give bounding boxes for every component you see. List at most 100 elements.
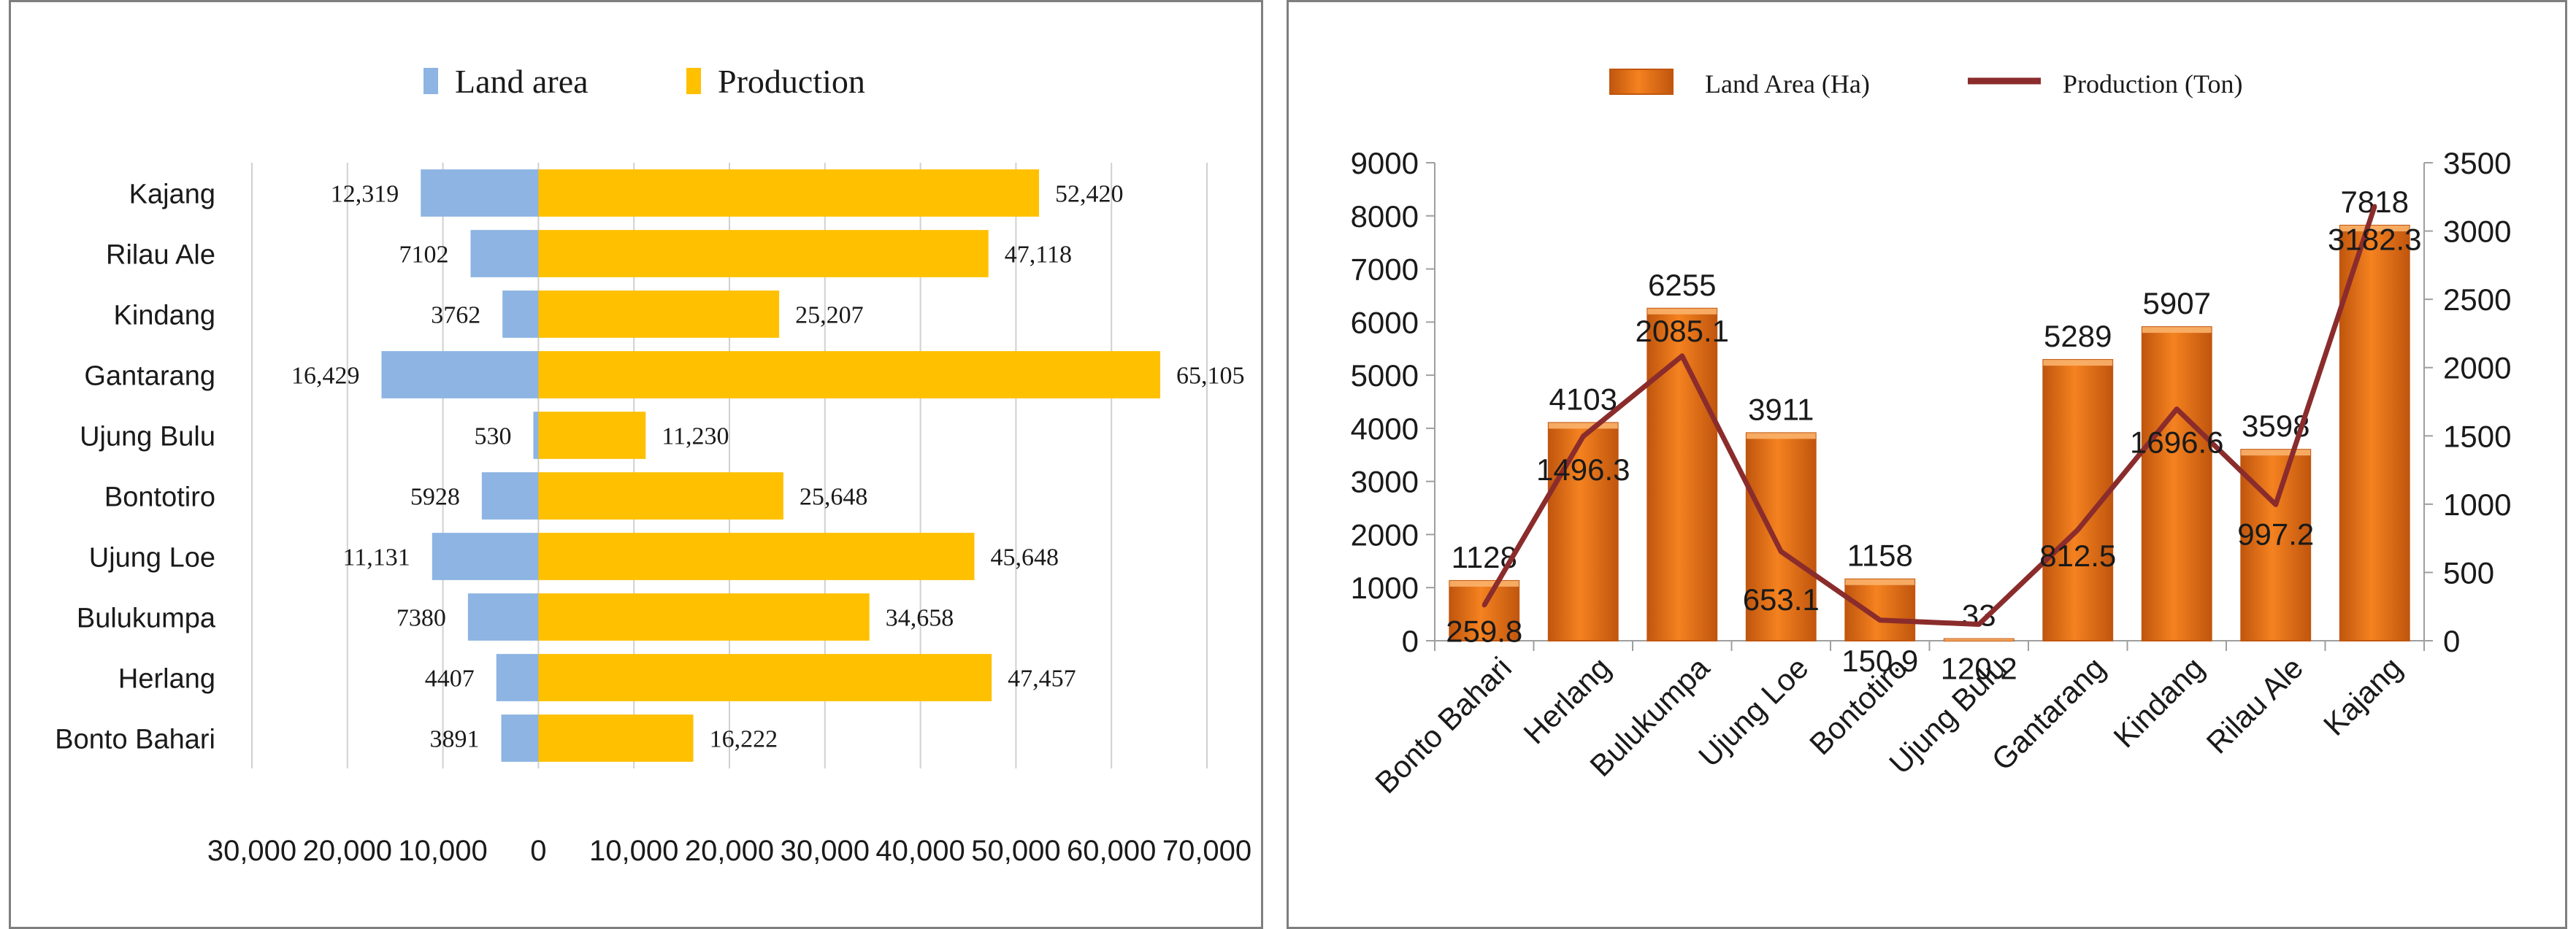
land-area-ha-data-label: 6255 xyxy=(1648,268,1716,302)
land-area-ha-bar-cap xyxy=(2142,327,2212,334)
land-area-data-label: 4407 xyxy=(425,666,475,693)
category-label: Herlang xyxy=(1517,650,1617,750)
land-area-ha-data-label: 5289 xyxy=(2044,319,2112,353)
legend-swatch-production xyxy=(686,68,701,94)
land-area-ha-bar xyxy=(1844,578,1916,641)
land-area-data-label: 530 xyxy=(474,423,511,450)
production-bar xyxy=(538,714,694,762)
production-data-label: 25,648 xyxy=(800,484,868,511)
land-area-bar xyxy=(470,230,539,277)
land-area-ha-bar-cap xyxy=(1548,423,1618,429)
left-y-tick-label: 9000 xyxy=(1351,146,1419,180)
production-data-label: 52,420 xyxy=(1055,181,1124,208)
production-ton-line xyxy=(1481,205,2377,628)
land-area-bar xyxy=(502,290,539,338)
x-tick-label: 30,000 xyxy=(781,835,870,867)
x-tick-label: 40,000 xyxy=(875,835,965,867)
category-label: Bonto Bahari xyxy=(1368,650,1518,800)
land-area-ha-bar-cap xyxy=(2339,225,2410,232)
right-y-tick-label: 1000 xyxy=(2443,487,2511,522)
category-label: Ujung Loe xyxy=(1692,650,1815,774)
land-area-ha-bar-group xyxy=(2141,326,2212,641)
land-area-data-label: 7380 xyxy=(396,605,446,632)
production-data-label: 11,230 xyxy=(662,423,729,450)
land-area-ha-bar xyxy=(2141,326,2212,641)
production-bar xyxy=(538,169,1040,217)
x-tick-label: 60,000 xyxy=(1067,835,1156,867)
production-ton-data-label: 2085.1 xyxy=(1636,314,1729,348)
production-ton-point xyxy=(2174,406,2180,412)
land-area-ha-bar-cap xyxy=(1845,579,1915,585)
production-ton-data-label: 812.5 xyxy=(2039,539,2116,573)
production-ton-data-label: 1696.6 xyxy=(2130,425,2223,459)
land-area-bar xyxy=(496,654,539,701)
land-area-ha-bar-cap xyxy=(1746,433,1816,439)
category-label: Ujung Loe xyxy=(89,543,215,574)
category-label: Ujung Bulu xyxy=(80,422,215,452)
production-ton-point xyxy=(2372,204,2377,209)
production-ton-data-label: 653.1 xyxy=(1743,582,1820,617)
land-area-bar xyxy=(421,169,539,217)
land-area-ha-bar xyxy=(1547,422,1619,641)
category-label: Kajang xyxy=(129,180,215,210)
production-ton-point xyxy=(2075,527,2080,532)
right-chart-svg: Land Area (Ha) Production (Ton) 0 1000 2000 3… xyxy=(1351,69,2511,800)
production-ton-data-label: 1496.3 xyxy=(1536,452,1630,487)
production-ton-data-label: 3182.3 xyxy=(2328,222,2421,256)
right-y-tick-label: 1500 xyxy=(2443,419,2511,453)
land-area-data-label: 7102 xyxy=(399,242,449,269)
production-ton-point xyxy=(1679,353,1684,358)
land-area-ha-bar-group xyxy=(1449,579,1520,642)
production-data-label: 25,207 xyxy=(795,302,864,329)
land-area-ha-data-label: 5907 xyxy=(2143,286,2211,320)
land-area-ha-bar-cap xyxy=(2043,360,2113,366)
x-tick-label: 70,000 xyxy=(1162,835,1251,867)
production-ton-point xyxy=(2273,502,2278,507)
land-area-production-combo-chart: Land Area (Ha) Production (Ton) 0 1000 2000 3… xyxy=(1287,0,2567,929)
left-y-tick-label: 1000 xyxy=(1351,571,1419,605)
production-ton-point xyxy=(1977,622,1982,627)
left-y-tick-label: 2000 xyxy=(1351,517,1419,552)
category-label: Gantarang xyxy=(84,361,215,392)
left-legend: Land area Production xyxy=(423,63,865,100)
land-area-ha-data-label: 1158 xyxy=(1847,539,1913,573)
production-data-label: 45,648 xyxy=(990,544,1059,571)
land-area-bar xyxy=(481,472,539,520)
land-area-ha-bar xyxy=(2339,225,2410,642)
production-data-label: 34,658 xyxy=(886,605,954,632)
production-ton-point xyxy=(1779,549,1784,554)
right-y-tick-label: 0 xyxy=(2443,624,2460,658)
land-area-bar xyxy=(501,714,539,762)
left-y-tick-label: 7000 xyxy=(1351,253,1419,287)
legend-label-land-area-ha: Land Area (Ha) xyxy=(1705,69,1870,99)
left-y-tick-label: 6000 xyxy=(1351,305,1419,339)
land-area-ha-bar-group xyxy=(1745,432,1817,641)
land-area-ha-bar-group xyxy=(1844,578,1916,641)
production-bar xyxy=(538,230,989,277)
land-area-ha-bar-cap xyxy=(1449,580,1519,587)
right-y-tick-label: 2500 xyxy=(2443,282,2511,317)
legend-swatch-land-area xyxy=(423,68,438,94)
production-ton-data-label: 150.9 xyxy=(1841,644,1918,678)
category-label: Rilau Ale xyxy=(106,240,215,271)
land-area-ha-bar-cap xyxy=(1647,308,1717,315)
left-y-tick-label: 8000 xyxy=(1351,199,1419,234)
x-tick-label: 20,000 xyxy=(303,835,392,867)
category-label: Bonto Bahari xyxy=(55,725,215,755)
production-ton-data-label: 120.2 xyxy=(1941,652,2017,686)
production-ton-point xyxy=(1581,433,1586,439)
category-label: Kindang xyxy=(114,301,215,331)
left-y-tick-label: 5000 xyxy=(1351,358,1419,393)
category-label: Kajang xyxy=(2317,650,2409,742)
category-label: Bontotiro xyxy=(104,482,215,513)
x-tick-label: 0 xyxy=(530,835,546,867)
left-y-tick-label: 3000 xyxy=(1351,465,1419,499)
right-legend: Land Area (Ha) Production (Ton) xyxy=(1609,69,2242,99)
production-bar xyxy=(538,654,992,701)
x-tick-label: 30,000 xyxy=(207,835,296,867)
category-label: Rilau Ale xyxy=(2200,650,2309,760)
x-tick-label: 20,000 xyxy=(685,835,774,867)
production-bar xyxy=(538,351,1160,398)
production-data-label: 65,105 xyxy=(1176,363,1245,390)
category-label: Bulukumpa xyxy=(77,604,216,634)
